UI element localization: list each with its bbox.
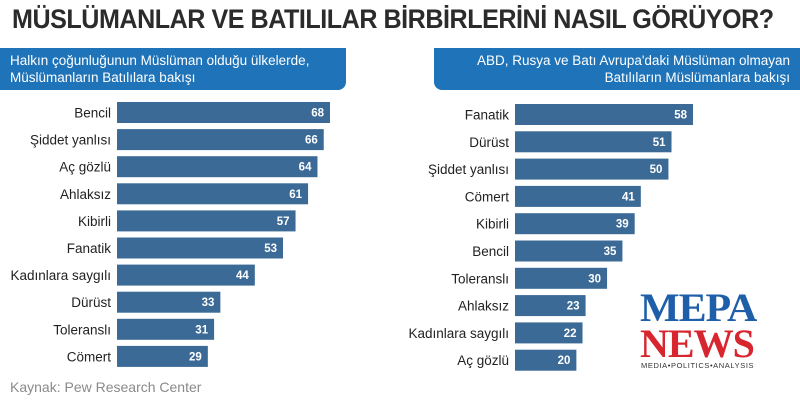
right-bar-6 <box>515 240 623 262</box>
left-bar-7 <box>117 264 255 286</box>
right-value-label-1: 58 <box>674 110 687 122</box>
logo-line-2: NEWS <box>640 321 755 366</box>
left-bar-5 <box>117 210 296 232</box>
right-bar-2 <box>515 131 672 153</box>
left-bar-9 <box>117 318 215 340</box>
page-title: MÜSLÜMANLAR VE BATILILAR BİRBİRLERİNİ NA… <box>12 4 774 34</box>
left-category-label-3: Aç gözlü <box>59 160 111 175</box>
mepa-news-logo: MEPA NEWS MEDIA•POLITICS•ANALYSIS <box>640 286 765 372</box>
right-bar-5 <box>515 213 635 235</box>
right-category-label-9: Kadınlara saygılı <box>408 326 509 341</box>
left-category-label-4: Ahlaksız <box>60 187 111 202</box>
right-category-label-5: Kibirli <box>476 217 509 232</box>
logo-line-1: MEPA <box>640 285 757 330</box>
left-value-label-3: 64 <box>299 162 312 174</box>
left-bar-10 <box>117 345 208 367</box>
right-header-line-2: Batılıların Müslümanlara bakışı <box>604 70 790 85</box>
right-bar-10 <box>515 349 577 371</box>
left-value-label-9: 31 <box>195 324 208 336</box>
left-bar-2 <box>117 129 324 151</box>
right-bar-4 <box>515 185 641 207</box>
left-bar-3 <box>117 156 318 178</box>
left-value-label-8: 33 <box>202 297 215 309</box>
right-bar-1 <box>515 104 693 125</box>
right-category-label-10: Aç gözlü <box>457 353 509 368</box>
right-value-label-10: 20 <box>558 355 571 367</box>
right-bar-9 <box>515 322 583 344</box>
right-value-label-3: 50 <box>650 164 663 176</box>
logo-tagline: MEDIA•POLITICS•ANALYSIS <box>641 361 755 370</box>
right-value-label-9: 22 <box>564 328 577 340</box>
right-category-label-8: Ahlaksız <box>458 299 509 314</box>
right-header-line-1: ABD, Rusya ve Batı Avrupa'daki Müslüman … <box>477 53 790 68</box>
left-category-label-8: Dürüst <box>71 295 111 310</box>
left-bar-6 <box>117 237 284 259</box>
left-value-label-7: 44 <box>236 270 249 282</box>
left-header-line-2: Müslümanların Batılılara bakışı <box>10 70 196 85</box>
right-category-label-6: Bencil <box>472 244 509 259</box>
right-bar-8 <box>515 295 586 317</box>
left-category-label-5: Kibirli <box>78 214 111 229</box>
left-value-label-4: 61 <box>289 189 302 201</box>
left-category-label-9: Toleranslı <box>53 322 111 337</box>
left-bar-8 <box>117 291 221 313</box>
left-value-label-1: 68 <box>311 108 324 120</box>
right-category-label-7: Toleranslı <box>451 271 509 286</box>
right-category-label-3: Şiddet yanlısı <box>428 162 509 177</box>
left-value-label-5: 57 <box>277 216 290 228</box>
right-value-label-4: 41 <box>622 191 635 203</box>
source-note: Kaynak: Pew Research Center <box>10 379 202 395</box>
right-value-label-5: 39 <box>616 219 629 231</box>
right-bar-3 <box>515 158 669 180</box>
left-value-label-6: 53 <box>264 243 277 255</box>
right-category-label-4: Cömert <box>465 189 510 204</box>
right-category-label-2: Dürüst <box>469 135 509 150</box>
left-chart-header: Halkın çoğunluğunun Müslüman olduğu ülke… <box>0 48 346 90</box>
left-header-line-1: Halkın çoğunluğunun Müslüman olduğu ülke… <box>10 53 310 68</box>
left-category-label-6: Fanatik <box>67 241 112 256</box>
left-value-label-10: 29 <box>189 351 202 363</box>
left-category-label-10: Cömert <box>67 349 112 364</box>
right-value-label-6: 35 <box>604 246 617 258</box>
left-category-label-7: Kadınlara saygılı <box>10 268 111 283</box>
right-bar-7 <box>515 267 608 289</box>
left-bar-1 <box>117 102 330 123</box>
right-value-label-2: 51 <box>653 137 666 149</box>
right-value-label-7: 30 <box>588 273 601 285</box>
left-value-label-2: 66 <box>305 135 318 147</box>
right-category-label-1: Fanatik <box>465 108 510 123</box>
left-bar-4 <box>117 183 309 205</box>
right-chart-header: ABD, Rusya ve Batı Avrupa'daki Müslüman … <box>434 48 800 90</box>
left-category-label-1: Bencil <box>74 106 111 121</box>
right-value-label-8: 23 <box>567 301 580 313</box>
left-category-label-2: Şiddet yanlısı <box>30 133 111 148</box>
